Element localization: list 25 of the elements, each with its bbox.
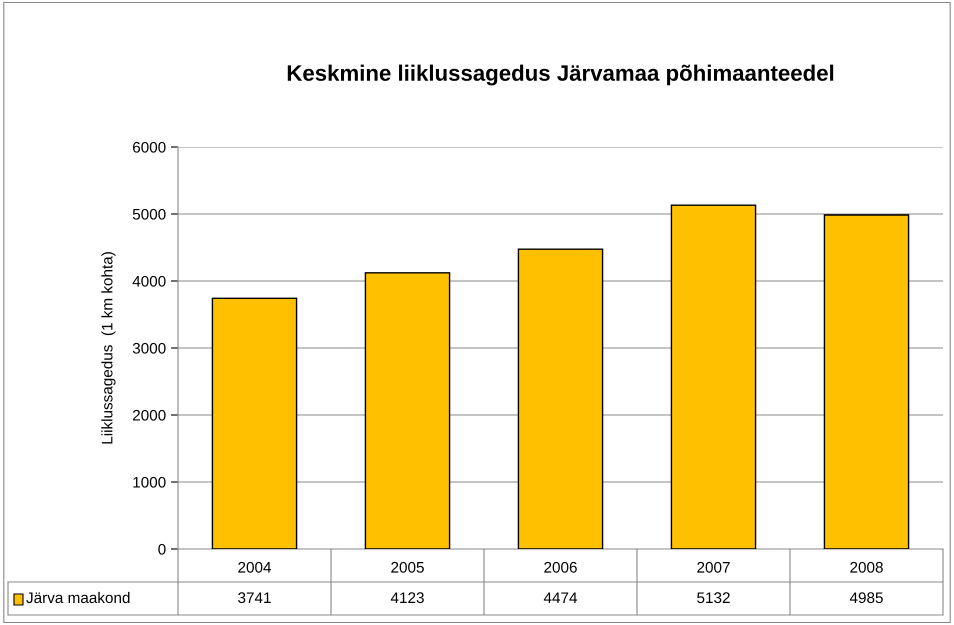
x-tick-label: 2007: [697, 562, 730, 573]
legend-label: Järva maakond: [26, 592, 130, 604]
y-tick-label: 3000: [132, 342, 166, 354]
chart-title: Keskmine liiklussagedus Järvamaa põhimaanteedel: [288, 64, 834, 86]
y-tick-label: 1000: [133, 476, 166, 488]
data-label: 4985: [850, 592, 883, 604]
x-tick-label: 2005: [391, 562, 424, 573]
bar: [364, 272, 450, 549]
x-tick-label: 2006: [544, 562, 577, 573]
x-tick-label: 2004: [238, 562, 272, 573]
y-tick-label: 5000: [132, 208, 166, 220]
data-label: 3741: [238, 592, 271, 604]
bar: [212, 298, 298, 549]
y-tick-label: 0: [158, 544, 166, 555]
y-tick-label: 2000: [132, 410, 166, 421]
x-tick-label: 2008: [850, 562, 883, 573]
bar: [518, 248, 604, 549]
data-label: 4474: [544, 592, 578, 603]
bar: [670, 204, 756, 549]
y-tick-label: 4000: [132, 276, 166, 287]
data-label: 5132: [697, 592, 730, 604]
bar: [824, 214, 910, 549]
data-label: 4123: [390, 592, 424, 604]
y-tick-label: 6000: [132, 142, 166, 153]
y-axis-title: Liiklussagedus (1 km kohta): [101, 252, 116, 444]
